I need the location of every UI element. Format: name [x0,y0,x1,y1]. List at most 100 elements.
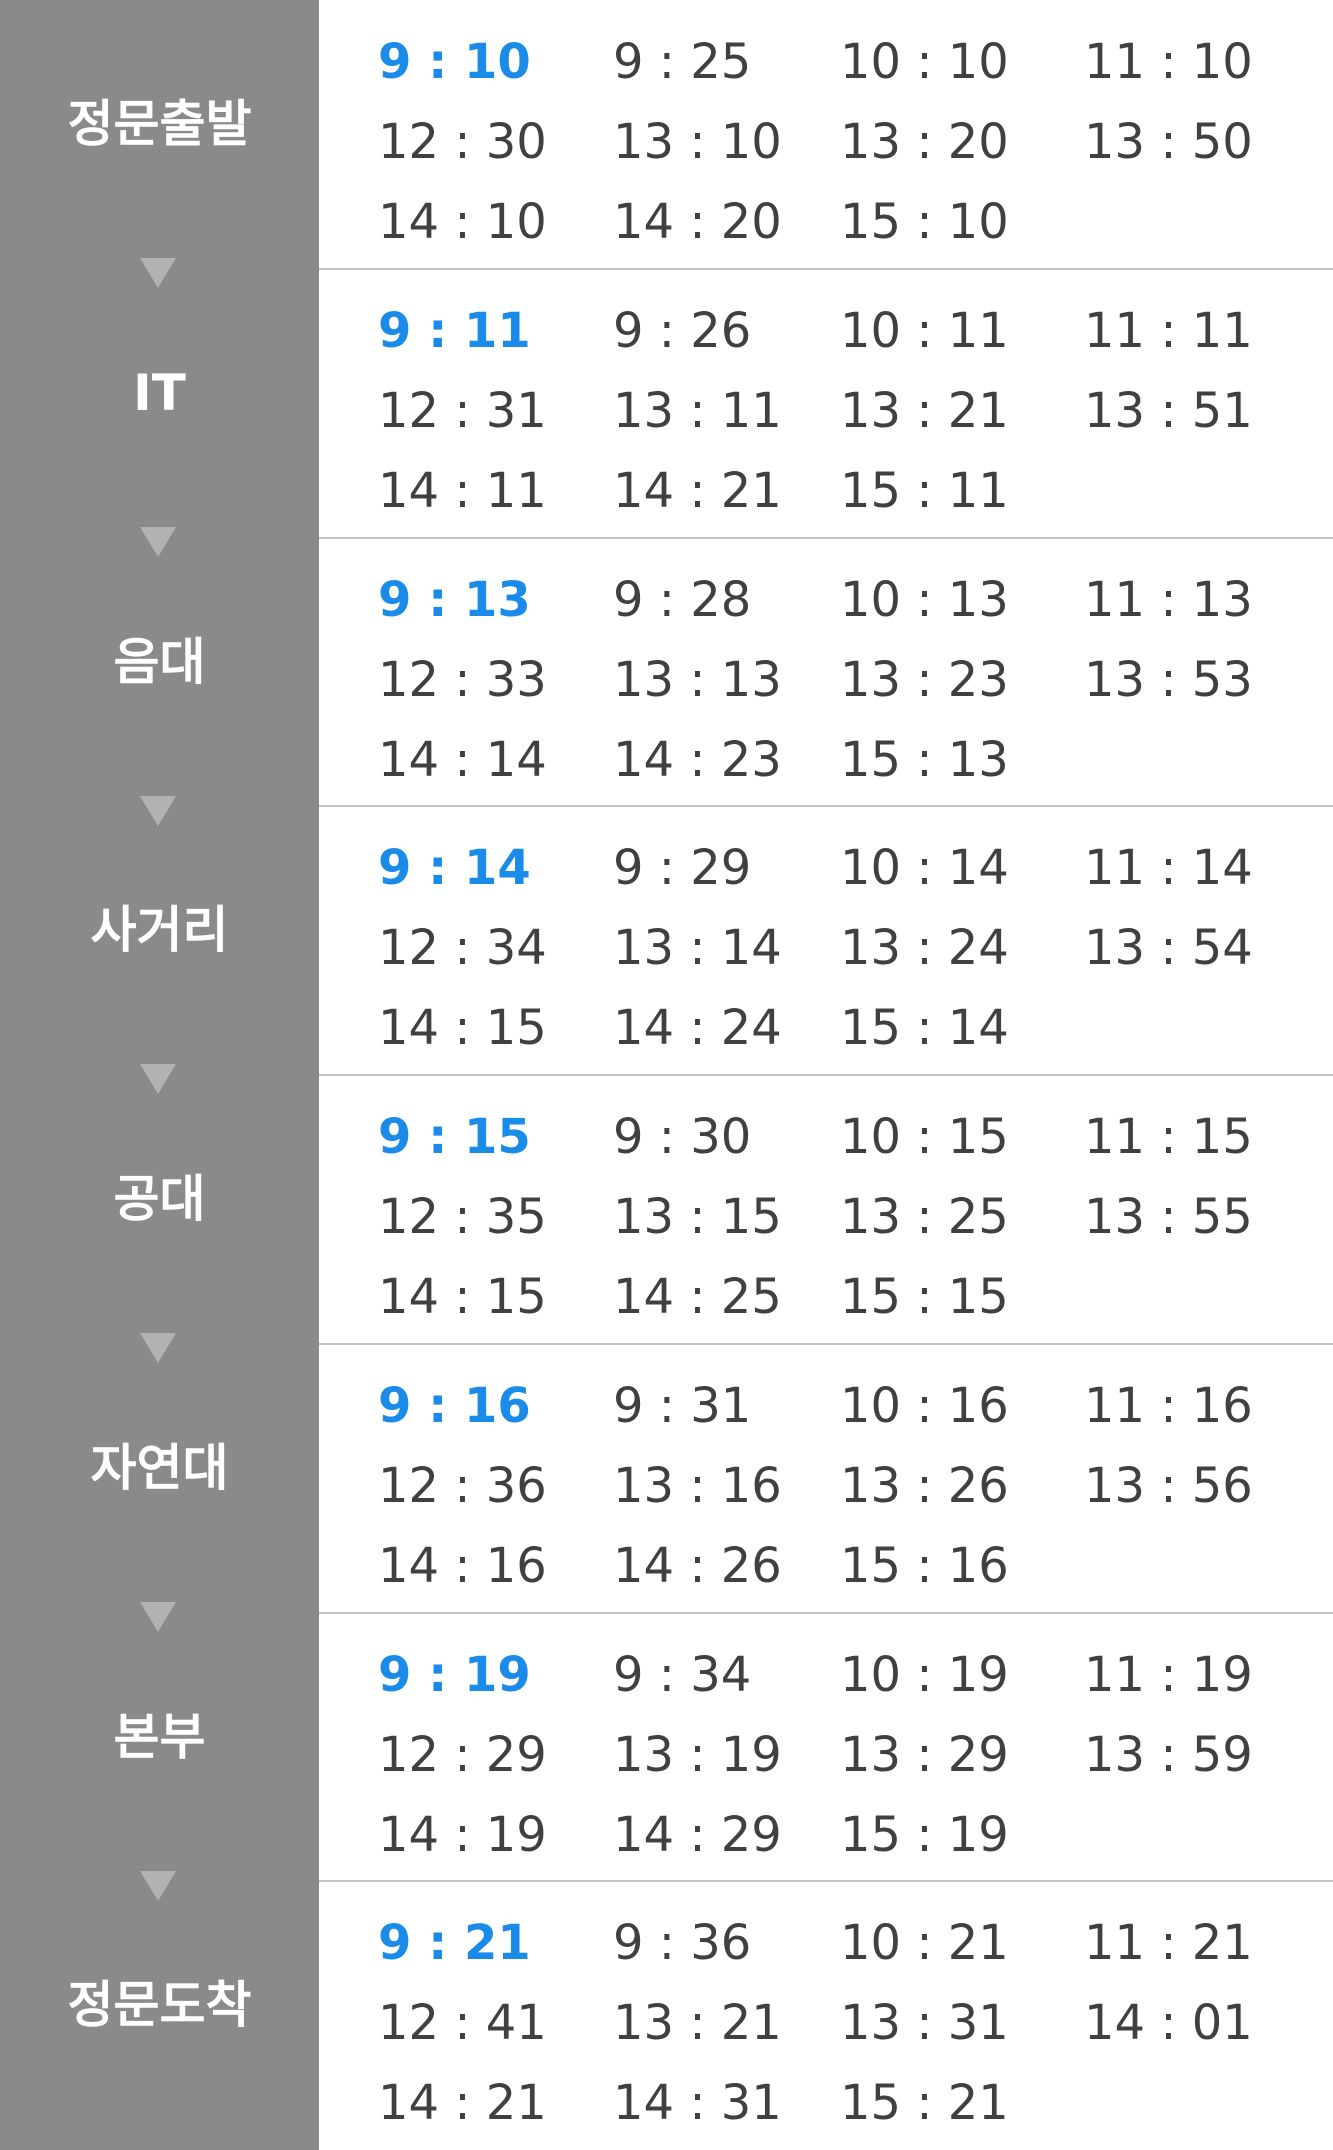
section-divider [319,1074,1333,1076]
departure-time: 10 : 19 [840,1646,1009,1703]
departure-time: 14 : 31 [613,2075,782,2132]
down-triangle-icon [140,526,176,557]
departure-time: 14 : 21 [613,462,782,519]
departure-time: 14 : 16 [378,1537,547,1594]
stop-name: 정문도착 [67,1976,252,2035]
departure-time: 9 : 31 [613,1377,752,1434]
departure-time: 13 : 15 [613,1189,782,1245]
departure-time: 11 : 19 [1084,1646,1253,1703]
departure-time: 12 : 36 [378,1457,547,1514]
departure-time: 12 : 29 [378,1726,547,1783]
departure-time: 14 : 10 [378,194,547,250]
departure-time: 15 : 15 [840,1269,1009,1325]
stop-name: 음대 [113,632,206,691]
down-triangle-icon [140,1601,176,1632]
first-departure-time: 9 : 19 [378,1646,531,1703]
stop-name: 정문출발 [67,95,252,153]
departure-time: 13 : 14 [613,920,782,977]
departure-time: 13 : 56 [1084,1457,1253,1514]
departure-time: 13 : 10 [613,114,782,170]
departure-time: 11 : 16 [1084,1377,1253,1434]
down-triangle-icon [140,795,176,826]
departure-time: 12 : 33 [378,651,547,708]
departure-time: 14 : 29 [613,1806,782,1863]
departure-time: 13 : 51 [1084,382,1253,439]
down-triangle-icon [140,1870,176,1901]
departure-time: 11 : 11 [1084,302,1253,359]
stop-name: IT [133,363,186,422]
departure-time: 14 : 21 [378,2075,547,2132]
departure-time: 13 : 50 [1084,114,1253,170]
departure-time: 13 : 16 [613,1457,782,1514]
section-divider [319,1880,1333,1883]
departure-time: 13 : 19 [613,1726,782,1783]
departure-time: 15 : 11 [840,462,1009,519]
departure-time: 13 : 25 [840,1189,1009,1245]
departure-time: 15 : 16 [840,1537,1009,1594]
departure-time: 14 : 23 [613,731,782,788]
departure-time: 13 : 24 [840,920,1009,977]
departure-time: 10 : 15 [840,1109,1009,1165]
departure-time: 13 : 54 [1084,920,1253,977]
section-divider [319,1611,1333,1614]
departure-time: 14 : 14 [378,731,547,788]
departure-time: 13 : 31 [840,1995,1009,2052]
departure-time: 12 : 41 [378,1995,547,2052]
stop-name: 공대 [113,1170,206,1228]
departure-time: 15 : 14 [840,1000,1009,1057]
section-divider [319,536,1333,539]
departure-time: 10 : 21 [840,1915,1009,1972]
departure-time: 13 : 29 [840,1726,1009,1783]
section-divider [319,1342,1333,1345]
down-triangle-icon [140,258,176,288]
first-departure-time: 9 : 14 [378,840,531,897]
departure-time: 9 : 30 [613,1109,752,1165]
down-triangle-icon [140,1064,176,1095]
down-triangle-icon [140,1333,176,1363]
stop-name: 사거리 [90,901,229,960]
departure-time: 13 : 23 [840,651,1009,708]
first-departure-time: 9 : 11 [378,302,531,359]
departure-time: 14 : 11 [378,462,547,519]
departure-time: 15 : 13 [840,731,1009,788]
departure-time: 14 : 24 [613,1000,782,1057]
departure-time: 10 : 16 [840,1377,1009,1434]
departure-time: 13 : 26 [840,1457,1009,1514]
departure-time: 13 : 11 [613,382,782,439]
departure-time: 15 : 10 [840,194,1009,250]
departure-time: 11 : 10 [1084,34,1253,90]
departure-time: 12 : 34 [378,920,547,977]
departure-time: 11 : 15 [1084,1109,1253,1165]
departure-time: 13 : 21 [613,1995,782,2052]
departure-time: 9 : 26 [613,302,752,359]
departure-time: 13 : 59 [1084,1726,1253,1783]
departure-time: 15 : 21 [840,2075,1009,2132]
departure-time: 13 : 21 [840,382,1009,439]
departure-time: 12 : 31 [378,382,547,439]
departure-time: 14 : 15 [378,1000,547,1057]
departure-time: 10 : 11 [840,302,1009,359]
departure-time: 10 : 10 [840,34,1009,90]
departure-time: 11 : 14 [1084,840,1253,897]
departure-time: 14 : 26 [613,1537,782,1594]
departure-time: 9 : 36 [613,1915,752,1972]
stop-name: 본부 [113,1707,206,1766]
first-departure-time: 9 : 15 [378,1109,531,1165]
first-departure-time: 9 : 21 [378,1915,531,1972]
departure-time: 9 : 34 [613,1646,752,1703]
first-departure-time: 9 : 13 [378,571,531,628]
section-divider [319,267,1333,270]
departure-time: 14 : 20 [613,194,782,250]
departure-time: 12 : 35 [378,1189,547,1245]
stop-name: 자연대 [90,1438,229,1497]
departure-time: 10 : 14 [840,840,1009,897]
departure-time: 13 : 20 [840,114,1009,170]
departure-time: 9 : 28 [613,571,752,628]
departure-time: 15 : 19 [840,1806,1009,1863]
departure-time: 10 : 13 [840,571,1009,628]
departure-time: 14 : 25 [613,1269,782,1325]
departure-time: 14 : 19 [378,1806,547,1863]
first-departure-time: 9 : 10 [378,34,531,90]
departure-time: 14 : 15 [378,1269,547,1325]
departure-time: 11 : 21 [1084,1915,1253,1972]
